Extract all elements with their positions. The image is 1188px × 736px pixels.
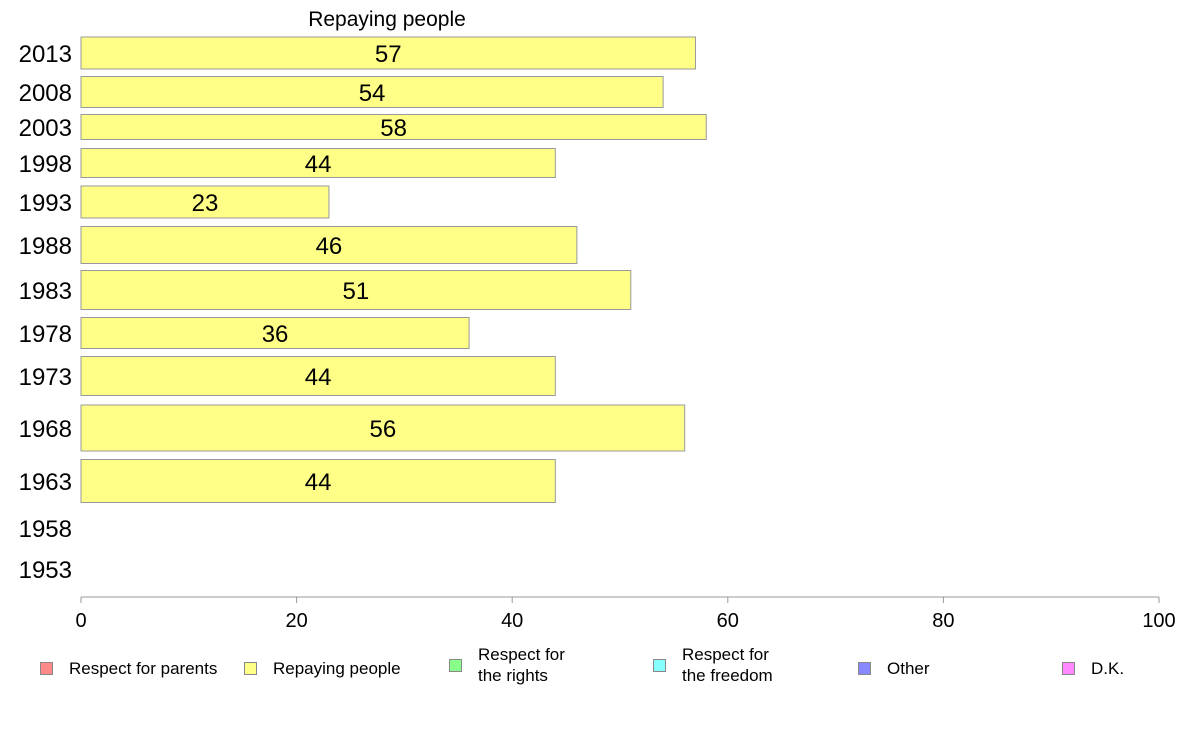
year-label-1968: 1968 bbox=[19, 416, 72, 443]
bar-1963 bbox=[80, 459, 556, 503]
year-label-1978: 1978 bbox=[19, 321, 72, 348]
legend-label: Respect for parents bbox=[69, 659, 218, 678]
year-label-2003: 2003 bbox=[19, 115, 72, 142]
bar-1968 bbox=[80, 404, 686, 452]
legend-item-dk: D.K. bbox=[1062, 658, 1124, 679]
bar-value-label-1983: 51 bbox=[343, 278, 370, 305]
x-tick-label-100: 100 bbox=[1142, 610, 1175, 632]
bar-value-label-1973: 44 bbox=[305, 364, 332, 391]
bar-1973 bbox=[80, 356, 556, 396]
bar-value-label-2003: 58 bbox=[380, 115, 407, 142]
bar-2008 bbox=[80, 76, 664, 108]
year-label-1973: 1973 bbox=[19, 364, 72, 391]
year-label-1983: 1983 bbox=[19, 278, 72, 305]
x-tick-label-0: 0 bbox=[75, 610, 86, 632]
x-tick-label-20: 20 bbox=[285, 610, 307, 632]
year-label-2013: 2013 bbox=[19, 41, 72, 68]
legend-label: Respect for the rights bbox=[478, 645, 565, 685]
legend-item-respect-for-parents: Respect for parents bbox=[40, 658, 217, 679]
bar-value-label-1978: 36 bbox=[262, 321, 289, 348]
bar-1988 bbox=[80, 226, 578, 264]
bar-2003 bbox=[80, 114, 707, 140]
bar-1998 bbox=[80, 148, 556, 178]
bar-1978 bbox=[80, 317, 470, 349]
x-tick-label-80: 80 bbox=[932, 610, 954, 632]
bar-value-label-1968: 56 bbox=[369, 416, 396, 443]
legend-swatch bbox=[244, 662, 257, 675]
year-label-1958: 1958 bbox=[19, 516, 72, 543]
legend-label: Repaying people bbox=[273, 659, 401, 678]
x-tick-label-60: 60 bbox=[717, 610, 739, 632]
x-axis-ticks: 0 20 40 60 80 100 bbox=[75, 597, 1176, 632]
legend-swatch bbox=[653, 658, 666, 672]
legend-item-respect-for-the-rights: Respect for the rights bbox=[449, 644, 565, 686]
year-label-1998: 1998 bbox=[19, 151, 72, 178]
legend-label: Other bbox=[887, 659, 930, 678]
bar-value-label-1988: 46 bbox=[316, 233, 343, 260]
year-label-1993: 1993 bbox=[19, 190, 72, 217]
legend-label: Respect for the freedom bbox=[682, 645, 773, 685]
bar-value-label-1998: 44 bbox=[305, 151, 332, 178]
legend-item-repaying-people: Repaying people bbox=[244, 658, 401, 679]
bar-value-label-1963: 44 bbox=[305, 469, 332, 496]
year-label-1953: 1953 bbox=[19, 557, 72, 584]
bar-1993 bbox=[80, 185, 330, 219]
bar-value-label-2013: 57 bbox=[375, 41, 402, 68]
x-tick-label-40: 40 bbox=[501, 610, 523, 632]
year-label-1988: 1988 bbox=[19, 233, 72, 260]
year-label-2008: 2008 bbox=[19, 80, 72, 107]
bar-2013 bbox=[80, 36, 696, 70]
year-labels: 2013 2008 2003 1998 1993 1988 1983 1978 1973 1968… bbox=[19, 41, 72, 584]
legend-item-other: Other bbox=[858, 658, 930, 679]
legend-swatch bbox=[449, 658, 462, 672]
legend-swatch bbox=[1062, 662, 1075, 675]
legend-swatch bbox=[40, 662, 53, 675]
legend-swatch bbox=[858, 662, 871, 675]
legend-label: D.K. bbox=[1091, 659, 1125, 678]
bar-value-label-1993: 23 bbox=[192, 190, 219, 217]
year-label-1963: 1963 bbox=[19, 469, 72, 496]
legend-item-respect-for-the-freedom: Respect for the freedom bbox=[653, 644, 773, 686]
chart-title: Repaying people bbox=[308, 8, 466, 31]
bar-1983 bbox=[80, 270, 632, 310]
legend: Respect for parents Repaying people Resp… bbox=[0, 640, 1188, 700]
bar-value-label-2008: 54 bbox=[359, 80, 386, 107]
